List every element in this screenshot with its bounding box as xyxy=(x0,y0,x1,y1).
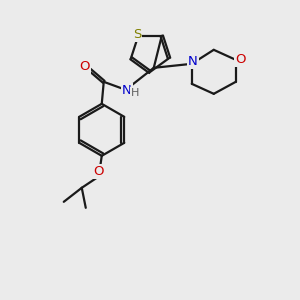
Text: O: O xyxy=(236,53,246,66)
Text: N: N xyxy=(122,84,132,97)
Text: N: N xyxy=(188,55,198,68)
Text: S: S xyxy=(133,28,141,41)
Text: O: O xyxy=(80,60,90,73)
Text: H: H xyxy=(130,88,139,98)
Text: O: O xyxy=(94,165,104,178)
